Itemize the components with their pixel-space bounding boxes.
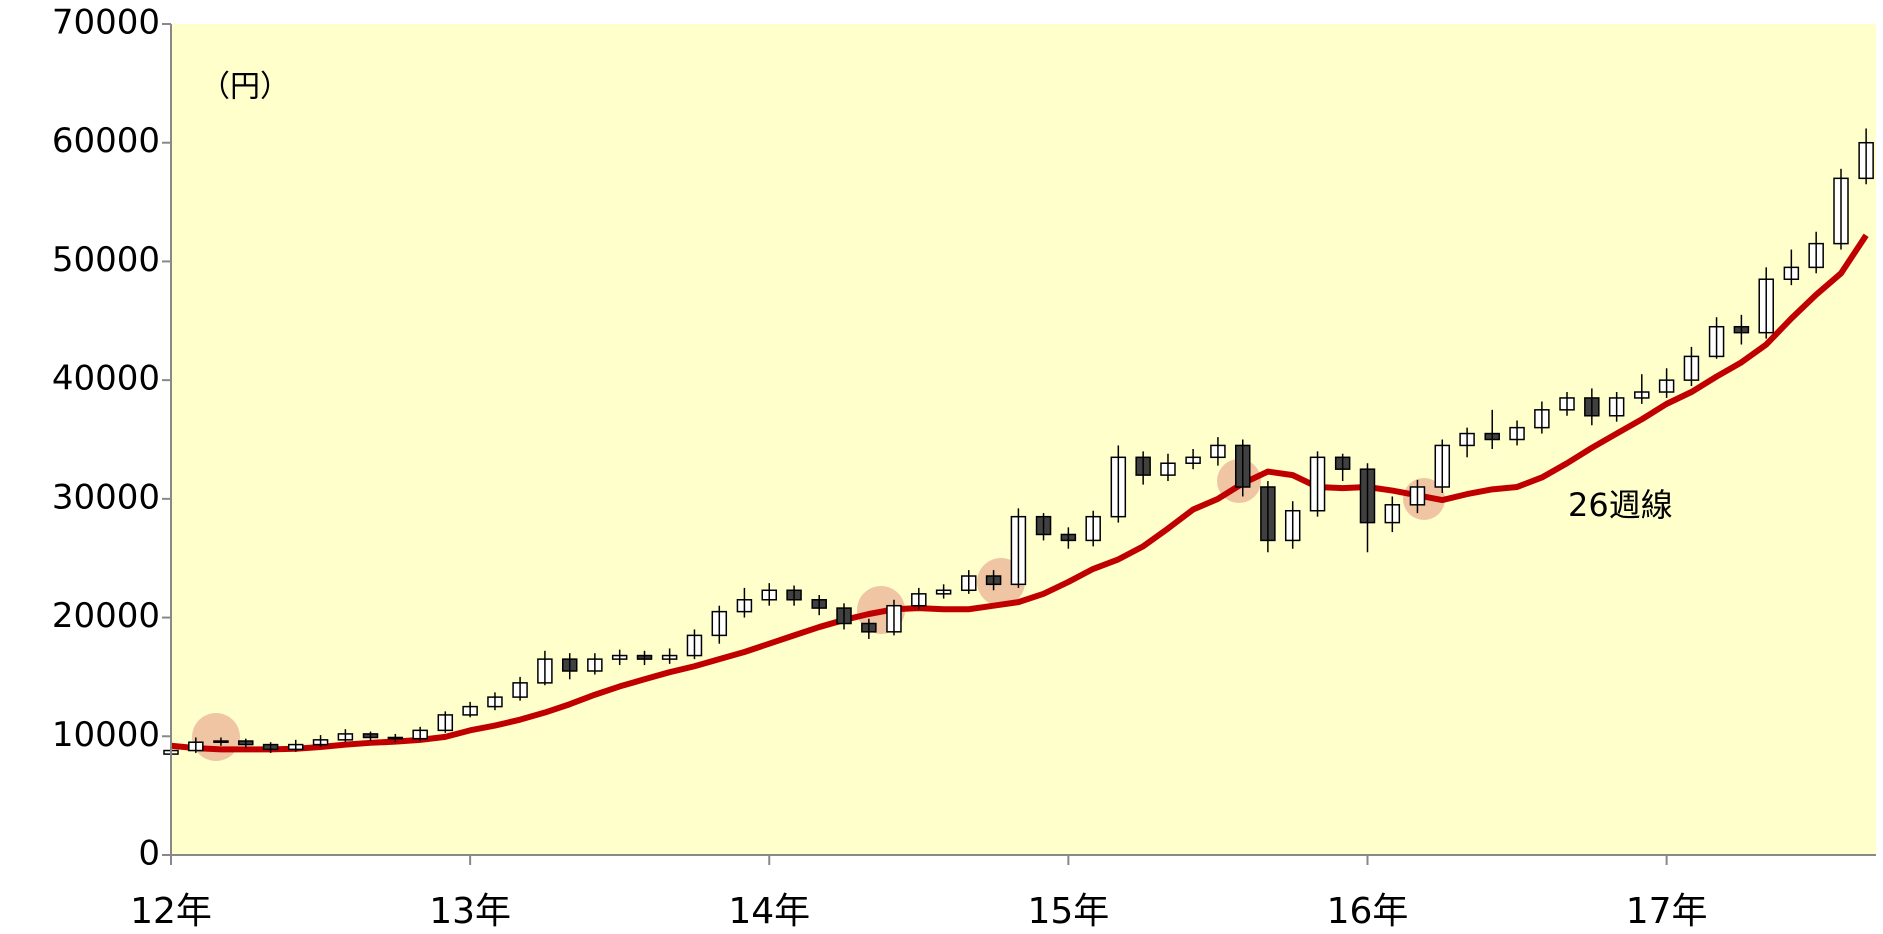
x-tick-label: 15年 bbox=[1027, 891, 1109, 932]
y-tick-label: 60000 bbox=[52, 121, 160, 161]
y-tick-label: 70000 bbox=[52, 3, 160, 43]
x-tick-label: 16年 bbox=[1327, 891, 1409, 932]
x-tick-label: 12年 bbox=[130, 891, 212, 932]
y-tick-label: 20000 bbox=[52, 596, 160, 636]
y-tick-label: 0 bbox=[138, 834, 160, 874]
plot-area bbox=[171, 24, 1876, 855]
x-tick-label: 14年 bbox=[728, 891, 810, 932]
y-tick-label: 40000 bbox=[52, 359, 160, 399]
unit-label: （円） bbox=[200, 70, 290, 105]
x-tick-label: 17年 bbox=[1626, 891, 1708, 932]
series-label: 26週線 bbox=[1568, 486, 1673, 524]
y-tick-label: 30000 bbox=[52, 477, 160, 517]
y-tick-label: 50000 bbox=[52, 240, 160, 280]
moving-average-line bbox=[170, 233, 1869, 753]
x-tick-label: 13年 bbox=[429, 891, 511, 932]
highlight bbox=[192, 713, 240, 761]
y-tick-label: 10000 bbox=[52, 715, 160, 755]
